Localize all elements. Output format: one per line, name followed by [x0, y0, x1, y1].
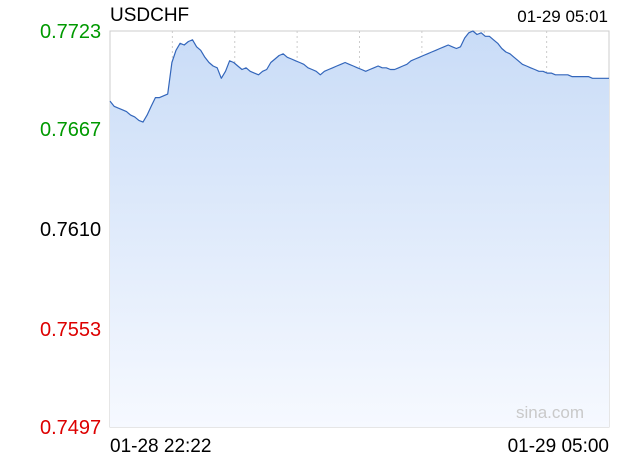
price-area-fill	[110, 31, 609, 427]
x-tick-label: 01-28 22:22	[110, 436, 211, 457]
y-tick-label: 0.7497	[40, 417, 101, 439]
y-tick-label: 0.7610	[40, 219, 101, 241]
y-tick-label: 0.7723	[40, 21, 101, 43]
last-update-timestamp: 01-29 05:01	[517, 7, 608, 26]
y-tick-label: 0.7667	[40, 119, 101, 141]
watermark: sina.com	[516, 403, 584, 422]
x-tick-label: 01-29 05:00	[508, 436, 609, 457]
y-tick-label: 0.7553	[40, 319, 101, 341]
chart-title: USDCHF	[110, 5, 190, 26]
price-series-line	[109, 30, 609, 123]
